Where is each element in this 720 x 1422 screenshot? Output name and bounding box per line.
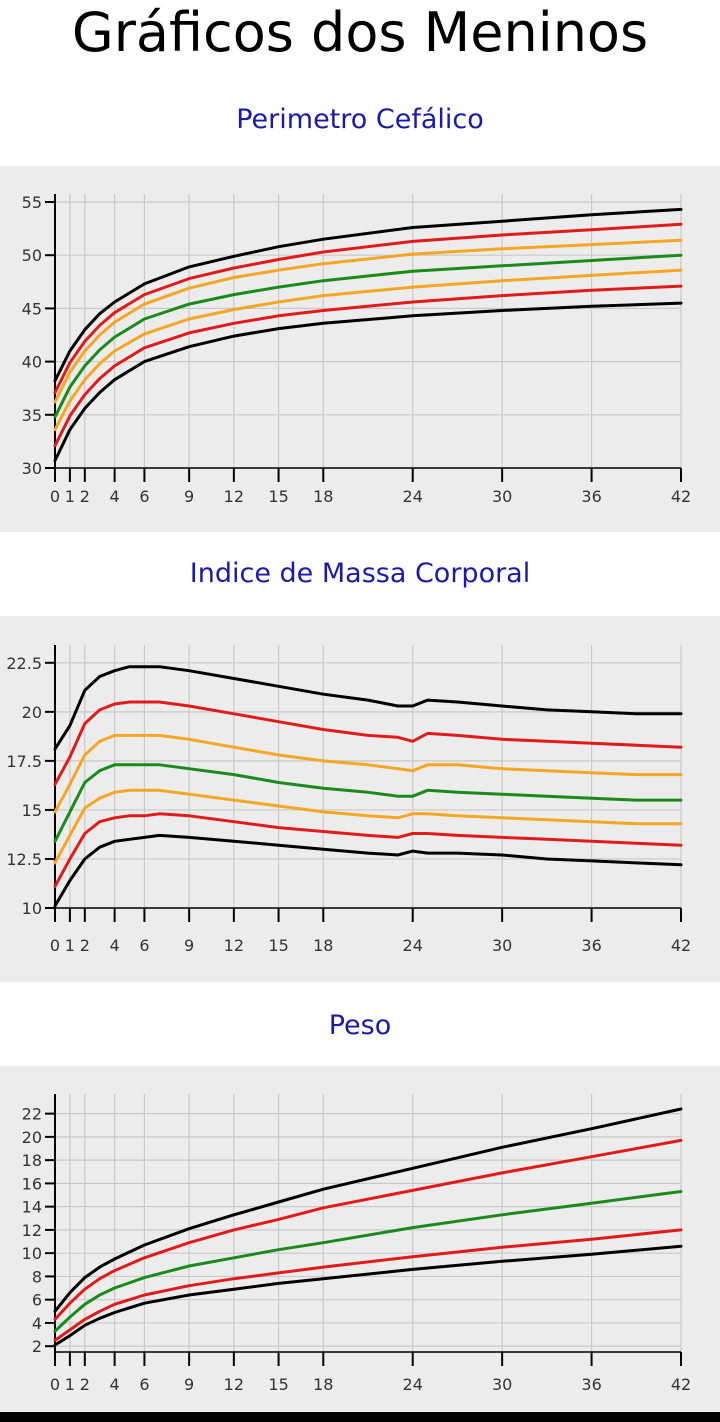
x-tick-label: 1: [65, 1375, 75, 1394]
series-line-1: [53, 1107, 683, 1313]
x-tick-label: 1: [65, 936, 75, 955]
x-tick-label: 42: [671, 487, 691, 506]
series-line-6: [53, 284, 683, 448]
x-tick-label: 30: [492, 1375, 512, 1394]
x-tick-label: 0: [50, 487, 60, 506]
y-tick-label: 55: [22, 193, 42, 212]
y-tick-label: 35: [22, 406, 42, 425]
series-line-4: [53, 253, 683, 419]
y-tick-label: 10: [22, 899, 42, 918]
x-tick-label: 4: [110, 487, 120, 506]
x-tick-label: 12: [224, 936, 244, 955]
x-tick-label: 42: [671, 1375, 691, 1394]
chart-title-head-circumference: Perimetro Cefálico: [236, 104, 484, 135]
x-tick-label: 42: [671, 936, 691, 955]
x-tick-label: 36: [581, 1375, 601, 1394]
x-tick-label: 0: [50, 936, 60, 955]
page-title: Gráficos dos Meninos: [71, 1, 649, 64]
y-tick-label: 4: [32, 1314, 42, 1333]
series-line-2: [53, 1138, 683, 1321]
series-line-7: [53, 833, 683, 908]
x-tick-label: 18: [313, 487, 333, 506]
y-tick-label: 30: [22, 459, 42, 478]
x-tick-label: 15: [268, 1375, 288, 1394]
x-tick-label: 18: [313, 936, 333, 955]
x-tick-label: 24: [403, 1375, 423, 1394]
x-tick-label: 24: [403, 936, 423, 955]
y-tick-label: 15: [22, 801, 42, 820]
y-tick-label: 18: [22, 1151, 42, 1170]
x-tick-label: 36: [581, 487, 601, 506]
y-tick-label: 12.5: [6, 850, 42, 869]
x-tick-label: 6: [139, 936, 149, 955]
y-tick-label: 17.5: [6, 752, 42, 771]
y-tick-label: 22.5: [6, 654, 42, 673]
x-tick-label: 2: [80, 936, 90, 955]
x-tick-label: 24: [403, 487, 423, 506]
chart-title-weight: Peso: [328, 1010, 392, 1041]
x-tick-label: 1: [65, 487, 75, 506]
x-tick-label: 12: [224, 1375, 244, 1394]
series-line-6: [53, 812, 683, 888]
x-tick-label: 9: [184, 487, 194, 506]
x-tick-label: 15: [268, 936, 288, 955]
x-tick-label: 18: [313, 1375, 333, 1394]
x-tick-label: 12: [224, 487, 244, 506]
x-tick-label: 30: [492, 936, 512, 955]
series-line-5: [53, 268, 683, 432]
series-line-1: [53, 665, 683, 751]
y-tick-label: 10: [22, 1244, 42, 1263]
y-tick-label: 6: [32, 1291, 42, 1310]
series-line-4: [53, 1228, 683, 1342]
x-tick-label: 4: [110, 1375, 120, 1394]
x-tick-label: 0: [50, 1375, 60, 1394]
x-tick-label: 2: [80, 1375, 90, 1394]
y-tick-label: 12: [22, 1221, 42, 1240]
y-tick-label: 20: [22, 703, 42, 722]
y-tick-label: 50: [22, 246, 42, 265]
series-line-3: [53, 238, 683, 404]
y-tick-label: 40: [22, 353, 42, 372]
x-tick-label: 30: [492, 487, 512, 506]
x-tick-label: 36: [581, 936, 601, 955]
bottom-bar: [0, 1412, 720, 1422]
x-tick-label: 4: [110, 936, 120, 955]
series-line-3: [53, 733, 683, 814]
series-line-1: [53, 207, 683, 383]
series-line-2: [53, 222, 683, 394]
x-tick-label: 9: [184, 936, 194, 955]
y-tick-label: 20: [22, 1128, 42, 1147]
x-tick-label: 15: [268, 487, 288, 506]
y-tick-label: 45: [22, 299, 42, 318]
chart-panel-weight: 0 1 2 4 6 9 12 15 18 24 30 36 42 2 4 6 8 10 12 14 16 18 20 22: [0, 1066, 720, 1412]
chart-title-bmi: Indice de Massa Corporal: [189, 558, 531, 589]
series-line-3: [53, 1190, 683, 1333]
x-tick-label: 6: [139, 1375, 149, 1394]
x-tick-label: 2: [80, 487, 90, 506]
y-tick-label: 8: [32, 1267, 42, 1286]
series-line-4: [53, 763, 683, 843]
chart-panel-bmi: 0 1 2 4 6 9 12 15 18 24 30 36 42 10 12.5 15 17.5 20 22.5: [0, 616, 720, 982]
y-tick-label: 14: [22, 1198, 42, 1217]
x-tick-label: 6: [139, 487, 149, 506]
y-tick-label: 2: [32, 1337, 42, 1356]
chart-panel-head-circumference: 0 1 2 4 6 9 12 15 18 24 30 36 42 30 35 40 45 50 55: [0, 166, 720, 532]
x-tick-label: 9: [184, 1375, 194, 1394]
y-tick-label: 16: [22, 1174, 42, 1193]
series-line-2: [53, 700, 683, 786]
series-line-7: [53, 301, 683, 463]
y-tick-label: 22: [22, 1105, 42, 1124]
series-line-5: [53, 788, 683, 865]
series-line-5: [53, 1244, 683, 1347]
